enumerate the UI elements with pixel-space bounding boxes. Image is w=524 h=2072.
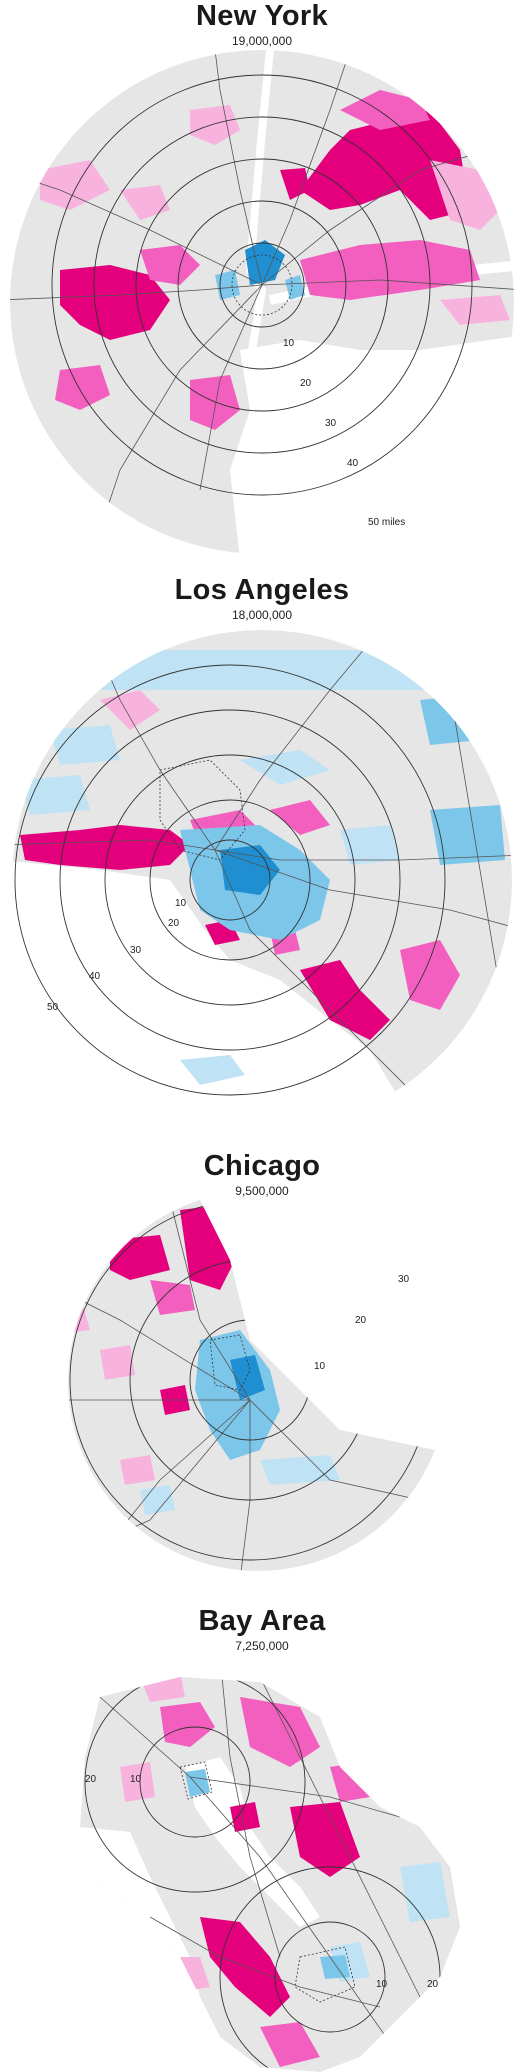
growth-area-se: [300, 960, 390, 1040]
ring-label-west-10: 10: [130, 1774, 142, 1785]
growth-area-peninsula: [200, 1917, 290, 2017]
core-decline-area-3: [260, 1455, 340, 1485]
growth-area-north: [110, 1235, 170, 1280]
ring-label-20: 20: [300, 378, 312, 389]
growth-area-south: [190, 375, 240, 430]
core-boundary: [159, 759, 246, 861]
growth-area-nw: [100, 690, 160, 730]
highway-network: [12, 630, 512, 1101]
growth-area-se-2: [400, 940, 460, 1010]
island: [180, 1055, 245, 1085]
growth-area-coast: [20, 825, 190, 870]
ring-label-30: 30: [398, 1274, 410, 1285]
growth-area-light-2: [120, 185, 170, 220]
growth-area-east: [290, 1802, 360, 1877]
ring-label-south-20: 20: [427, 1979, 439, 1990]
map-panel-los-angeles: Los Angeles 18,000,000: [0, 570, 524, 1130]
growth-area-central: [230, 1802, 260, 1832]
ring-label-30: 30: [130, 945, 142, 956]
city-population: 9,500,000: [235, 1184, 289, 1198]
city-population: 19,000,000: [231, 34, 293, 48]
growth-area-west: [100, 1345, 135, 1380]
map-panel-chicago: Chicago 9,500,000: [0, 1150, 524, 1590]
city-population: 18,000,000: [231, 608, 293, 622]
bay-water: [185, 1757, 320, 1927]
city-title: New York: [196, 0, 328, 32]
highway-network: [99, 1677, 421, 2058]
city-title: Los Angeles: [174, 574, 350, 606]
growth-area-central: [280, 168, 310, 200]
core-boundary: [231, 254, 293, 316]
ring-label-west-20: 20: [85, 1774, 97, 1785]
ring-label-20: 20: [355, 1315, 367, 1326]
cyan-area-e: [430, 805, 505, 865]
growth-area-west: [120, 1762, 155, 1802]
distance-rings: [14, 664, 446, 1096]
ring-label-50: 50: [47, 1002, 59, 1013]
core-decline-area-3: [285, 275, 305, 300]
map-panel-bay-area: Bay Area 7,250,000: [0, 1605, 524, 2072]
core-decline-area: [245, 240, 285, 285]
growth-area-ne: [270, 800, 330, 835]
core-decline-area-4: [140, 1485, 175, 1515]
ring-label-40: 40: [89, 971, 101, 982]
distance-rings-west: [84, 1677, 306, 1893]
desert-band: [40, 650, 490, 690]
ring-label-south-10: 10: [376, 1979, 388, 1990]
core-decline-area-3: [340, 825, 400, 865]
chicago-map: 10 20 30: [67, 1200, 435, 1571]
ring-label-30: 30: [325, 418, 337, 429]
growth-area-west: [60, 265, 170, 340]
growth-area-north-west: [190, 105, 240, 145]
ring-label-40: 40: [347, 458, 359, 469]
ring-label-10: 10: [314, 1361, 326, 1372]
core-decline-area-2: [230, 1355, 265, 1400]
core-boundary: [209, 1334, 251, 1391]
core-decline-area: [195, 1330, 280, 1460]
ring-label-20: 20: [168, 918, 180, 929]
city-population: 7,250,000: [235, 1639, 289, 1653]
core-decline-area-2: [320, 1955, 350, 1979]
growth-area-north-2: [340, 90, 430, 130]
cyan-area-w: [20, 775, 90, 815]
growth-area-south: [120, 1455, 155, 1485]
growth-area-southwest: [55, 365, 110, 410]
distance-rings-south: [219, 1866, 441, 2072]
distance-rings: [51, 74, 473, 496]
core-decline-area: [185, 1769, 210, 1797]
ring-label-10: 10: [175, 898, 187, 909]
bay-area-map: 10 20 10 20: [80, 1677, 460, 2072]
core-boundary-sf: [179, 1761, 213, 1800]
cyan-area-ne: [400, 1862, 450, 1922]
cyan-area-nw: [50, 725, 120, 765]
new-york-map: 10 20 30 40 50 miles: [10, 50, 514, 554]
growth-area-west-2: [140, 245, 200, 285]
city-title: Chicago: [203, 1150, 321, 1182]
ocean-water: [12, 860, 420, 1130]
growth-area-light-3: [440, 295, 510, 325]
city-title: Bay Area: [198, 1605, 326, 1637]
core-decline-area-2: [215, 270, 240, 300]
growth-area-south: [260, 2022, 320, 2067]
los-angeles-map: 10 20 30 40 50: [12, 630, 512, 1130]
growth-area-north-3: [150, 1280, 195, 1315]
growth-area-north: [160, 1702, 215, 1747]
growth-area-light-1: [40, 160, 110, 210]
growth-area-longisland: [300, 240, 480, 300]
cyan-area-ne: [420, 695, 480, 745]
map-panel-new-york: New York 19,000,000: [0, 0, 524, 560]
ring-label-50: 50 miles: [368, 517, 405, 528]
ring-label-10: 10: [283, 338, 295, 349]
